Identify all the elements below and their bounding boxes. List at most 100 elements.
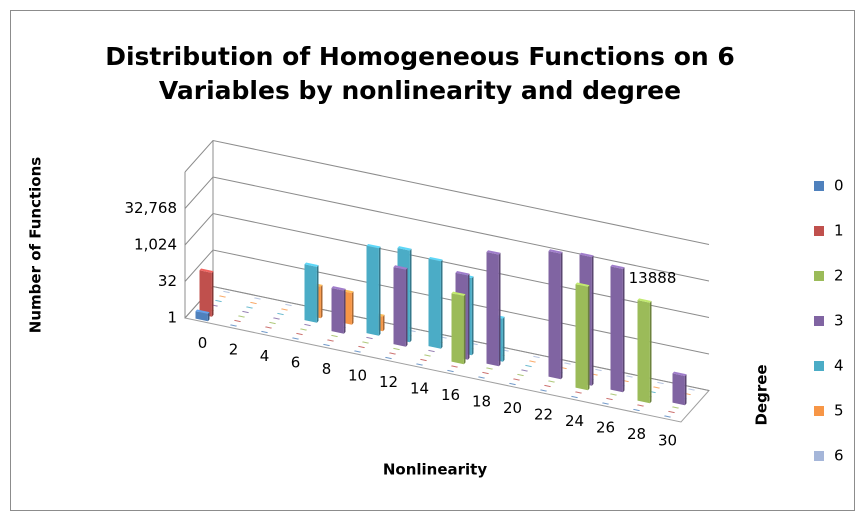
bar-top bbox=[548, 249, 563, 254]
floor-tile bbox=[571, 395, 578, 399]
floor-tile bbox=[478, 376, 485, 379]
bar-side bbox=[351, 291, 354, 325]
bar bbox=[548, 249, 563, 380]
bar-side bbox=[207, 312, 210, 322]
bar-top bbox=[428, 256, 443, 262]
floor-tile bbox=[250, 301, 257, 305]
floor-tile bbox=[602, 402, 609, 405]
legend-label: 1 bbox=[834, 222, 844, 240]
floor-tile bbox=[664, 415, 671, 418]
floor-tile bbox=[285, 303, 292, 307]
bar-side bbox=[467, 273, 470, 360]
y-tick-label: 32,768 bbox=[125, 199, 178, 217]
floor-tile bbox=[242, 310, 249, 314]
floor-tile bbox=[633, 408, 640, 412]
bar-side bbox=[498, 252, 501, 367]
x-tick-label: 20 bbox=[503, 399, 522, 417]
floor-tile bbox=[672, 406, 679, 409]
legend-swatch bbox=[814, 451, 824, 461]
bar-side bbox=[405, 267, 408, 347]
x-tick-label: 18 bbox=[472, 392, 491, 410]
bar-side bbox=[684, 374, 687, 406]
bar-front bbox=[195, 311, 208, 322]
legend-swatch bbox=[814, 361, 824, 371]
bar-top bbox=[199, 268, 214, 273]
floor-tile bbox=[354, 350, 361, 353]
bar-front bbox=[428, 258, 441, 349]
floor-tile bbox=[304, 323, 311, 327]
floor-tile bbox=[273, 317, 280, 320]
floor-tile bbox=[428, 349, 435, 353]
floor-tile bbox=[261, 330, 268, 334]
data-label: 13888 bbox=[629, 269, 677, 287]
x-tick-label: 30 bbox=[658, 431, 677, 449]
floor-tile bbox=[447, 369, 454, 373]
floor-tile bbox=[265, 326, 272, 329]
bar-top bbox=[393, 265, 408, 270]
bar-top bbox=[579, 252, 594, 258]
bar bbox=[610, 264, 625, 393]
bar-top bbox=[366, 243, 381, 249]
bar-front bbox=[199, 270, 212, 317]
x-axis-title: Nonlinearity bbox=[383, 461, 488, 479]
bar-side bbox=[378, 246, 381, 336]
y-axis-title: Number of Functions bbox=[27, 157, 45, 333]
bar-side bbox=[382, 314, 385, 332]
floor-tile bbox=[389, 352, 396, 355]
floor-tile bbox=[223, 290, 230, 294]
floor-tile bbox=[533, 355, 540, 359]
legend-label: 3 bbox=[834, 312, 844, 330]
bar-side bbox=[591, 255, 594, 386]
grid-line bbox=[184, 176, 710, 282]
floor-tile bbox=[269, 321, 276, 325]
x-tick-label: 14 bbox=[410, 379, 429, 397]
x-tick-label: 16 bbox=[441, 386, 460, 404]
bar bbox=[195, 309, 210, 322]
bar-front bbox=[486, 251, 499, 367]
floor-tile bbox=[323, 343, 330, 347]
x-tick-label: 4 bbox=[260, 347, 270, 365]
bar bbox=[393, 265, 408, 347]
floor-tile bbox=[234, 319, 241, 323]
bar-top bbox=[331, 286, 346, 291]
bar-front bbox=[451, 293, 464, 365]
floor-tile bbox=[525, 364, 532, 368]
floor-tile bbox=[564, 362, 571, 365]
legend-swatch bbox=[814, 226, 824, 236]
bar-top bbox=[610, 264, 625, 270]
bar-side bbox=[463, 294, 466, 365]
floor-tile bbox=[575, 391, 582, 394]
bar-top bbox=[672, 371, 687, 376]
floor-tile bbox=[385, 356, 392, 360]
floor-tile bbox=[544, 384, 551, 388]
grid-line bbox=[184, 249, 710, 355]
bar-side bbox=[316, 265, 319, 323]
chart-title-line2: Variables by nonlinearity and degree bbox=[159, 76, 681, 105]
legend-swatch bbox=[814, 406, 824, 416]
bar-side bbox=[409, 248, 412, 343]
z-axis-title: Degree bbox=[753, 364, 771, 425]
bar-front bbox=[637, 300, 650, 404]
bar-top bbox=[575, 282, 590, 287]
chart-title: Distribution of Homogeneous Functions on… bbox=[105, 42, 735, 71]
floor-tile bbox=[517, 373, 524, 377]
floor-tile bbox=[668, 410, 675, 414]
floor-tile bbox=[230, 324, 237, 327]
bar-front bbox=[331, 287, 344, 334]
bar-side bbox=[440, 259, 443, 349]
floor-tile bbox=[657, 381, 664, 385]
floor-tile bbox=[416, 363, 423, 366]
y-tick-label: 32 bbox=[158, 272, 177, 290]
bar-front bbox=[393, 267, 406, 347]
bar bbox=[428, 256, 443, 349]
floor-tile bbox=[482, 371, 489, 375]
floor-tile bbox=[331, 334, 338, 338]
bar bbox=[575, 282, 590, 391]
x-tick-label: 12 bbox=[379, 373, 398, 391]
bar bbox=[199, 268, 214, 317]
grid-line bbox=[184, 212, 710, 318]
floor-tile bbox=[327, 339, 334, 342]
bar bbox=[366, 243, 381, 336]
x-tick-label: 28 bbox=[627, 425, 646, 443]
